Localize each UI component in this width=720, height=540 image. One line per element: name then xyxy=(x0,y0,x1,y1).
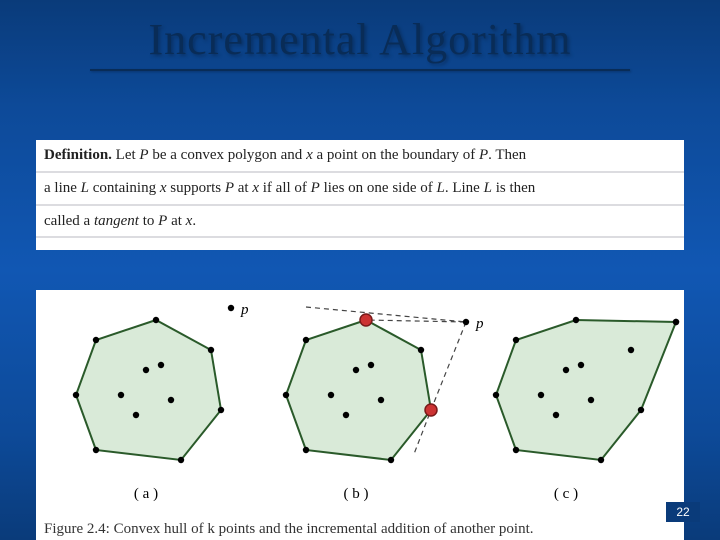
title-underline xyxy=(90,69,630,71)
slide-title: Incremental Algorithm xyxy=(0,0,720,65)
definition-line-3: called a tangent to P at x. xyxy=(36,210,684,233)
figure-caption: Figure 2.4: Convex hull of k points and … xyxy=(44,521,534,538)
svg-text:( a ): ( a ) xyxy=(134,486,158,502)
definition-line-2: a line L containing x supports P at x if… xyxy=(36,177,684,200)
definition-word: Definition. xyxy=(44,147,112,163)
figure-box: p( a )p( b )p( c ) Figure 2.4: Convex hu… xyxy=(36,290,684,540)
definition-box: Definition. Let P be a convex polygon an… xyxy=(36,140,684,250)
svg-text:( b ): ( b ) xyxy=(344,486,369,502)
svg-text:( c ): ( c ) xyxy=(554,486,578,502)
svg-text:p: p xyxy=(240,302,249,318)
figure-svg: p( a )p( b )p( c ) xyxy=(36,290,684,520)
svg-text:p: p xyxy=(475,316,484,332)
page-number: 22 xyxy=(666,502,700,522)
definition-rule-3 xyxy=(36,236,684,238)
definition-rule-2 xyxy=(36,204,684,206)
definition-line-1: Definition. Let P be a convex polygon an… xyxy=(36,140,684,167)
definition-rule-1 xyxy=(36,171,684,173)
slide: Incremental Algorithm Definition. Let P … xyxy=(0,0,720,540)
